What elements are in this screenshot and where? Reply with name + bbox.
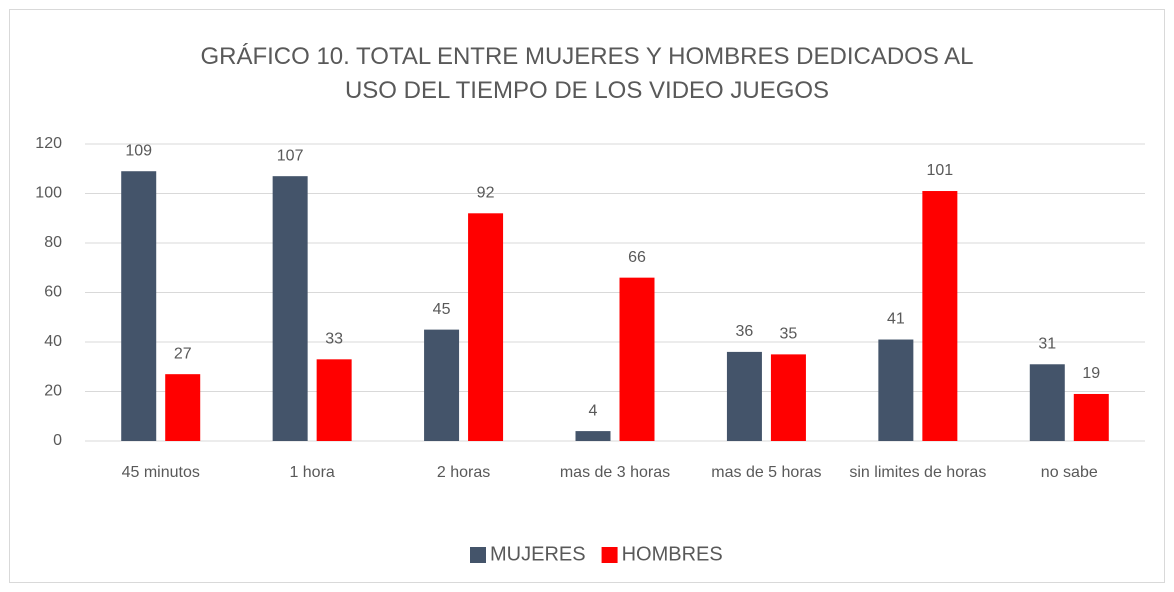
data-label: 27 (174, 345, 192, 362)
data-label: 33 (325, 331, 343, 348)
x-tick-label: mas de 3 horas (559, 464, 671, 481)
data-label: 31 (1038, 335, 1056, 352)
data-label: 92 (477, 185, 495, 202)
bar (121, 171, 157, 441)
y-tick-label: 40 (44, 333, 62, 350)
bar (575, 431, 611, 441)
x-tick-label: 2 horas (436, 464, 491, 481)
bar (468, 213, 504, 441)
y-tick-label: 100 (35, 185, 62, 202)
bar (922, 191, 958, 441)
legend-swatch (601, 547, 618, 563)
legend-label: HOMBRES (622, 543, 723, 565)
bar (316, 359, 352, 441)
x-tick-label: 45 minutos (121, 464, 200, 481)
bar (878, 339, 914, 441)
bar (1073, 393, 1109, 441)
bar (424, 329, 460, 441)
chart-title: GRÁFICO 10. TOTAL ENTRE MUJERES Y HOMBRE… (200, 43, 974, 104)
data-label: 35 (780, 326, 798, 343)
bar (1029, 364, 1065, 441)
y-tick-label: 20 (44, 383, 62, 400)
bar (726, 351, 762, 441)
data-label: 107 (277, 147, 304, 164)
bar (619, 277, 655, 441)
data-label: 45 (433, 301, 451, 318)
data-label: 41 (887, 311, 905, 328)
y-tick-label: 120 (35, 135, 62, 152)
bar (770, 354, 806, 441)
data-label: 109 (125, 142, 152, 159)
data-label: 36 (736, 323, 754, 340)
x-tick-label: 1 hora (289, 464, 335, 481)
x-tick-label: mas de 5 horas (711, 464, 822, 481)
data-label: 19 (1082, 365, 1100, 382)
data-label: 4 (589, 402, 598, 419)
bar (272, 176, 308, 442)
legend-label: MUJERES (490, 543, 586, 565)
x-tick-label: sin limites de horas (849, 464, 987, 481)
data-label: 101 (927, 162, 954, 179)
y-tick-label: 60 (44, 284, 62, 301)
data-label: 66 (628, 249, 646, 266)
bar (165, 374, 201, 441)
legend-swatch (470, 547, 486, 563)
x-tick-label: no sabe (1040, 464, 1098, 481)
y-tick-label: 80 (44, 234, 62, 251)
y-tick-label: 0 (53, 432, 62, 449)
chart-frame (9, 9, 1165, 583)
